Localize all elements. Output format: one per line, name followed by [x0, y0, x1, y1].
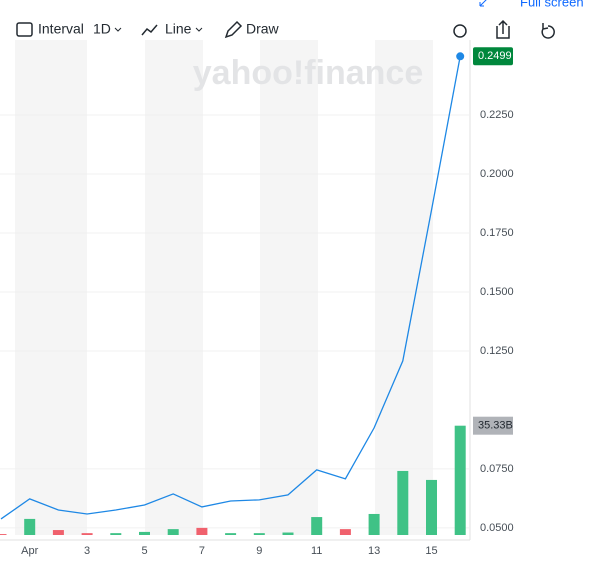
- x-tick-label: 15: [425, 545, 437, 557]
- price-tag: [473, 47, 513, 66]
- chart-style[interactable]: Line: [165, 21, 192, 37]
- interval[interactable]: Interval: [38, 21, 84, 37]
- volume-bar: [81, 533, 93, 535]
- y-tick-label: 0.1750: [480, 227, 514, 239]
- full-screen-icon[interactable]: [479, 0, 488, 7]
- watermark: yahoo!finance: [193, 54, 423, 92]
- price-tag-label: 0.2499: [478, 50, 512, 62]
- volume-bar: [225, 533, 237, 535]
- volume-bar: [426, 479, 437, 535]
- volume-bar: [110, 533, 122, 535]
- volume-bar: [282, 532, 294, 535]
- caret: [114, 27, 122, 32]
- share-icon[interactable]: [496, 19, 510, 39]
- x-tick-label: 11: [311, 545, 322, 557]
- volume-bar: [397, 470, 409, 535]
- volume-tag: [473, 416, 513, 435]
- volume-bar: [339, 529, 351, 535]
- draw[interactable]: Draw: [246, 21, 280, 37]
- volume-bar: [139, 531, 150, 535]
- bands: [15, 40, 433, 535]
- last-point: [456, 52, 465, 61]
- volume-bar: [52, 530, 64, 535]
- interval-icon[interactable]: [16, 22, 33, 37]
- x-tick-label: 5: [141, 545, 147, 557]
- volume-bar: [311, 517, 323, 535]
- y-tick-label: 0.0750: [480, 463, 514, 475]
- caret: [195, 27, 203, 32]
- volume-bar: [454, 425, 466, 535]
- volume-bar: [167, 529, 179, 535]
- volume-bar: [253, 533, 265, 535]
- volume-tag-label: 35.33B: [478, 420, 513, 432]
- volume-bar: [0, 534, 7, 535]
- full-screen[interactable]: Full screen: [520, 0, 584, 9]
- x-tick-label: 3: [84, 545, 90, 557]
- volume-bar: [368, 513, 380, 535]
- y-tick-label: 0.1250: [480, 345, 514, 357]
- line-icon[interactable]: [141, 24, 158, 36]
- x-tick-label: 13: [368, 545, 380, 557]
- y-tick-label: 0.0500: [480, 522, 514, 534]
- y-tick-label: 0.2000: [480, 168, 514, 180]
- y-tick-label: 0.1500: [480, 286, 514, 298]
- y-tick-label: 0.2250: [480, 109, 514, 121]
- x-tick-label: 7: [199, 545, 205, 557]
- x-tick-label: 9: [256, 545, 262, 557]
- x-tick-label: Apr: [21, 545, 38, 557]
- reset-icon[interactable]: [541, 23, 555, 39]
- price-line: [0, 56, 461, 520]
- settings-icon[interactable]: [453, 24, 467, 38]
- interval-value[interactable]: 1D: [93, 21, 111, 37]
- draw-icon[interactable]: [224, 20, 243, 39]
- volume-bar: [196, 527, 208, 535]
- volume-bar: [24, 518, 36, 535]
